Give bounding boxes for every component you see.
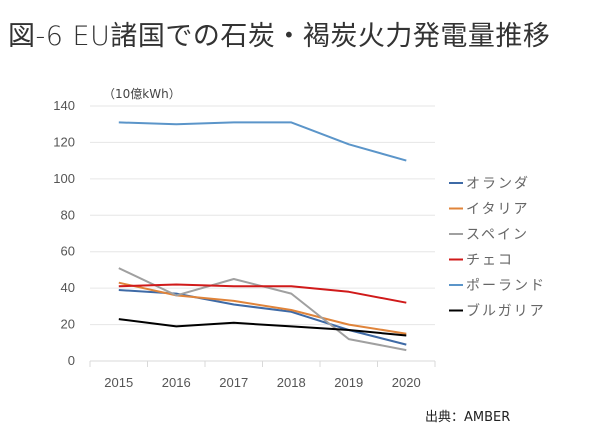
source-note: 出典：AMBER — [425, 410, 511, 425]
x-tick-label: 2017 — [219, 375, 248, 390]
legend-label: ブルガリア — [466, 303, 546, 320]
y-tick-label: 20 — [61, 317, 75, 332]
y-tick-label: 0 — [68, 353, 75, 368]
x-tick-label: 2015 — [104, 375, 133, 390]
legend-label: スペイン — [466, 227, 529, 243]
x-tick-label: 2019 — [334, 375, 363, 390]
unit-label: （10億kWh） — [103, 87, 181, 101]
x-tick-label: 2018 — [277, 375, 306, 390]
legend-label: ポーランド — [466, 278, 546, 294]
y-tick-label: 40 — [61, 280, 75, 295]
y-tick-label: 100 — [53, 171, 75, 186]
legend-label: オランダ — [466, 176, 530, 192]
y-tick-label: 80 — [61, 207, 75, 222]
x-tick-label: 2016 — [162, 375, 191, 390]
legend-label: イタリア — [466, 202, 529, 218]
y-tick-label: 120 — [53, 134, 75, 149]
y-tick-label: 140 — [53, 98, 75, 113]
y-tick-label: 60 — [61, 244, 75, 259]
chart-title: 図-6 EU諸国での石炭・褐炭火力発電量推移 — [8, 21, 551, 52]
legend-label: チェコ — [466, 253, 514, 269]
series-line-5 — [118, 121, 407, 162]
series-line-1 — [118, 289, 407, 346]
series-line-2 — [118, 281, 407, 335]
series-line-6 — [118, 318, 407, 337]
x-tick-label: 2020 — [392, 375, 421, 390]
series-line-4 — [118, 283, 407, 304]
